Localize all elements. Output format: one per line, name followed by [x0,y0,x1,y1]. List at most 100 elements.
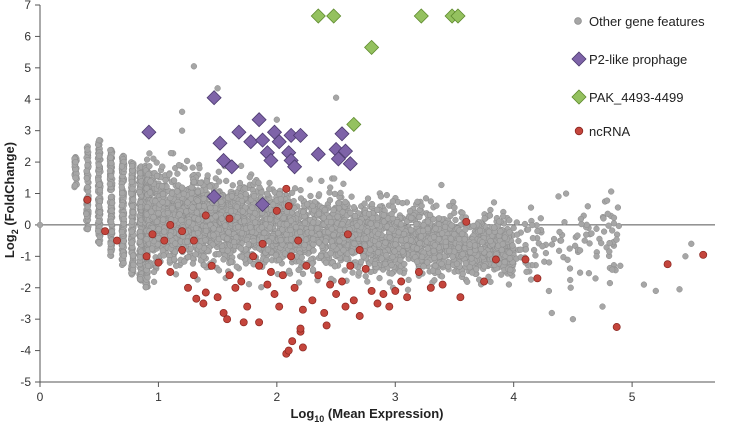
data-point-ncrna [332,290,341,298]
data-point-other [207,204,214,212]
data-point-other [400,230,408,238]
data-point-other [328,225,335,233]
data-point-other [120,259,127,267]
data-point-other [175,201,182,209]
data-point-other [295,266,302,274]
data-point-ncrna [612,323,621,331]
data-point-ncrna [213,293,222,302]
data-point-ncrna [270,290,279,298]
data-point-other [143,236,150,243]
data-point-other [395,229,402,236]
data-point-other [183,157,191,165]
y-tick-label: -1 [20,249,31,263]
data-point-other [281,250,289,257]
data-point-other [414,198,421,205]
data-point-other [224,235,231,242]
data-point-other [388,226,395,233]
data-point-other [640,281,648,288]
y-tick-label: 3 [24,124,31,138]
data-point-other [459,270,466,278]
data-point-other [107,154,114,161]
data-point-other [397,221,405,228]
data-point-other [128,228,135,235]
data-point-other [129,202,136,210]
data-point-other [339,220,346,228]
data-point-other [178,108,186,115]
data-point-other [364,278,371,285]
data-point-ncrna [426,283,435,292]
data-point-other [84,162,91,169]
data-point-other [429,267,437,274]
data-point-other [233,203,240,211]
data-point-other [249,204,256,211]
data-point-other [107,240,114,247]
data-point-p2-like-prophage [231,124,247,140]
data-point-other [441,223,449,231]
data-point-other [84,203,91,211]
data-point-other [418,253,426,260]
data-point-other [251,210,259,217]
data-point-other [196,165,203,172]
data-point-other [204,172,211,179]
data-point-other [364,195,372,202]
data-point-other [277,196,285,203]
data-point-other [83,175,91,182]
data-point-other [529,221,536,229]
data-point-other [227,258,235,265]
data-point-other [408,214,415,222]
data-point-other [365,210,373,218]
data-point-other [146,189,154,196]
data-point-other [153,172,161,180]
data-point-other [466,264,473,271]
data-point-ncrna [397,277,406,286]
data-point-other [606,248,613,255]
data-point-other [375,230,382,238]
data-point-ncrna [367,286,376,295]
data-point-other [95,161,102,169]
data-point-other [374,206,381,213]
data-point-other [416,214,423,221]
data-point-other [290,197,297,205]
data-point-other [160,252,167,259]
data-point-other [468,269,476,276]
data-point-other [487,237,494,245]
data-point-other [374,249,382,256]
data-point-other [184,238,191,245]
data-point-other [368,200,376,208]
data-point-other [527,204,535,211]
data-point-p2-like-prophage [243,134,259,150]
data-point-ncrna [343,230,352,239]
data-point-other [615,222,622,230]
y-tick-label: 7 [24,0,31,12]
data-point-other [261,229,268,237]
data-point-ncrna [178,246,187,254]
data-point-other [507,266,514,274]
data-point-p2-like-prophage [310,146,326,162]
data-point-other [557,237,565,244]
data-point-other [513,219,520,226]
data-point-ncrna [346,261,355,270]
data-point-other [577,215,585,223]
data-point-other [542,249,550,257]
data-point-other [298,254,305,261]
data-point-other [94,227,102,235]
y-tick-label: 2 [24,155,31,169]
data-point-ncrna [223,315,232,324]
data-point-other [576,247,584,254]
data-point-ncrna [320,308,329,317]
data-point-other [416,240,423,247]
data-point-other [330,231,337,239]
data-point-other [496,218,503,225]
data-point-other [449,253,456,260]
data-point-other [513,231,521,238]
data-point-other [266,224,274,231]
data-point-other [120,215,128,223]
data-point-other [136,254,144,261]
data-point-other [263,256,270,264]
data-point-other [610,214,618,221]
data-point-other [136,238,143,245]
data-point-other [275,229,282,237]
data-point-other [413,258,421,265]
data-point-other [210,225,217,232]
